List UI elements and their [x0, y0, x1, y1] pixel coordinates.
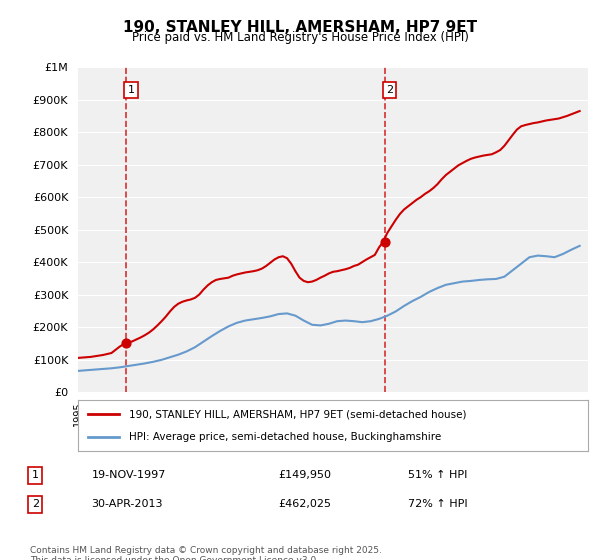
Text: 51% ↑ HPI: 51% ↑ HPI	[407, 470, 467, 480]
Point	[121, 339, 131, 348]
Point	[380, 237, 389, 246]
Text: 30-APR-2013: 30-APR-2013	[92, 500, 163, 510]
Text: 2: 2	[386, 85, 393, 95]
Text: 2: 2	[32, 500, 39, 510]
Text: 19-NOV-1997: 19-NOV-1997	[92, 470, 166, 480]
Text: £462,025: £462,025	[278, 500, 331, 510]
Text: Price paid vs. HM Land Registry's House Price Index (HPI): Price paid vs. HM Land Registry's House …	[131, 31, 469, 44]
Text: 72% ↑ HPI: 72% ↑ HPI	[407, 500, 467, 510]
Text: 190, STANLEY HILL, AMERSHAM, HP7 9ET: 190, STANLEY HILL, AMERSHAM, HP7 9ET	[123, 20, 477, 35]
Text: Contains HM Land Registry data © Crown copyright and database right 2025.
This d: Contains HM Land Registry data © Crown c…	[30, 546, 382, 560]
Text: £149,950: £149,950	[278, 470, 331, 480]
Text: HPI: Average price, semi-detached house, Buckinghamshire: HPI: Average price, semi-detached house,…	[129, 432, 441, 442]
Text: 1: 1	[32, 470, 39, 480]
Text: 1: 1	[128, 85, 134, 95]
Text: 190, STANLEY HILL, AMERSHAM, HP7 9ET (semi-detached house): 190, STANLEY HILL, AMERSHAM, HP7 9ET (se…	[129, 409, 467, 419]
